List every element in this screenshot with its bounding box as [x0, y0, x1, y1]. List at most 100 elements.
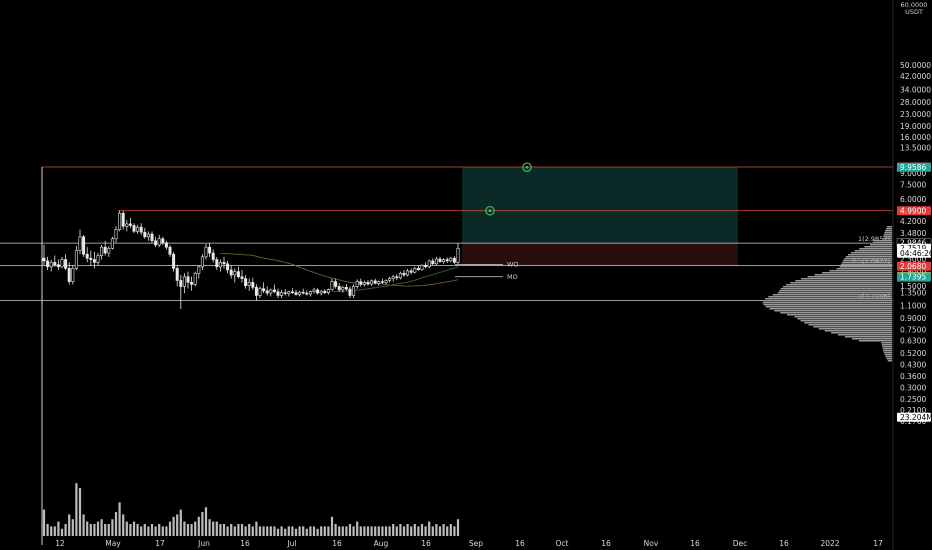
candle [103, 240, 107, 256]
volume-bar [438, 526, 442, 536]
candle [384, 279, 388, 285]
candle-body [175, 268, 179, 281]
volume-bar [168, 521, 172, 536]
candle [240, 269, 244, 283]
volume-bar [402, 526, 406, 536]
candle [406, 268, 410, 277]
position-box[interactable] [462, 167, 738, 267]
price-axis[interactable]: 50.0000 42.0000 34.0000 28.0000 23.0000 19.00… [900, 61, 931, 426]
volume-bar [428, 521, 431, 536]
time-tick-label: Jun [197, 539, 210, 548]
volume-bar [107, 524, 110, 536]
volume-profile-row [782, 286, 892, 288]
price-axis-header-value: 60.0000 [901, 1, 928, 9]
target-marker-1[interactable] [485, 205, 495, 216]
volume-profile [762, 226, 892, 362]
candle [143, 227, 147, 239]
candle [276, 288, 280, 298]
volume-profile-row [852, 338, 892, 340]
candle [92, 251, 96, 269]
target-marker-0[interactable] [522, 162, 532, 173]
volume-bar [280, 526, 283, 536]
volume-bar [100, 519, 103, 536]
volume-bar [363, 526, 366, 536]
candle [175, 265, 179, 287]
volume-bar [150, 524, 154, 536]
candle [89, 250, 93, 266]
volume-bar [244, 526, 247, 536]
volume-bar [316, 528, 319, 536]
time-axis[interactable]: 12 May 17 Jun 16 Jul 16 Aug 16 Sep 16 Oct 16 Nov 16 Dec… [55, 539, 883, 548]
volume-bar [68, 514, 71, 536]
candle-body [96, 255, 100, 263]
time-tick-label: 16 [240, 539, 250, 548]
candle-body [71, 268, 75, 282]
volume-profile-row [873, 240, 892, 242]
volume-bar [237, 524, 240, 536]
volume-bar [456, 519, 460, 536]
price-badge-bg [897, 206, 931, 216]
price-axis-header-currency: USDT [905, 8, 923, 16]
volume-profile-row [763, 300, 892, 302]
candle [301, 288, 305, 295]
volume-profile-row [763, 304, 892, 306]
volume-profile-row [886, 226, 892, 228]
volume-bar [356, 521, 359, 536]
volume-bar [57, 521, 60, 536]
candle-body [341, 287, 345, 291]
candle-body [388, 278, 392, 281]
price-tick-label: 0.9000 [900, 314, 926, 323]
time-tick-label: 12 [55, 539, 65, 548]
volume-bar [410, 526, 413, 536]
volume-bar [302, 526, 305, 536]
volume-bar [446, 526, 449, 536]
candle [373, 278, 377, 285]
target-markers[interactable] [485, 162, 532, 216]
price-badge-bg [897, 162, 931, 172]
candle [56, 259, 60, 270]
candle [226, 260, 230, 274]
volume-bar [366, 526, 370, 536]
volume-bar [406, 524, 409, 536]
volume-bar [82, 514, 85, 536]
fibonacci-retracement[interactable]: 1(2.9857)0.5(2.0922)0(1.1986) [0, 235, 893, 301]
candle [85, 247, 89, 263]
volume-profile-row [864, 246, 892, 248]
candle [82, 234, 86, 257]
volume-profile-row [882, 238, 892, 240]
volume-bar [359, 526, 362, 536]
price-badge-label: 04:46:26 [900, 249, 932, 258]
horizontal-lines[interactable] [41, 166, 893, 545]
volume-bar [341, 526, 344, 536]
volume-profile-row [794, 316, 892, 318]
volume-profile-row [883, 350, 892, 352]
target-dot [525, 165, 529, 169]
volume-bar [399, 524, 402, 536]
price-tick-label: 1.9000 [900, 267, 926, 276]
ray-lines[interactable]: WO MO [455, 260, 519, 281]
candle-body [334, 281, 338, 287]
volume-bar [251, 526, 254, 536]
price-tick-label: 1.5000 [900, 282, 926, 291]
candle-body [290, 291, 294, 293]
volume-bar [154, 526, 157, 536]
volume-bar [327, 526, 330, 536]
volume-profile-row [884, 354, 892, 356]
candle-body [56, 264, 60, 268]
candle [280, 289, 284, 298]
volume-profile-row [772, 294, 892, 296]
position-loss-zone[interactable] [462, 243, 738, 267]
volume-profile-row [777, 292, 892, 294]
candle-body [85, 253, 89, 259]
price-tick-label: 9.0000 [900, 169, 926, 178]
position-profit-zone[interactable] [462, 167, 738, 244]
volume-profile-row [854, 250, 892, 252]
candle-body [136, 226, 140, 232]
volume-bar [75, 483, 78, 536]
volume-bar [129, 524, 132, 536]
candle-body [78, 236, 82, 251]
candle-body [200, 256, 204, 268]
volume-bar [294, 528, 298, 536]
candle [269, 288, 273, 297]
